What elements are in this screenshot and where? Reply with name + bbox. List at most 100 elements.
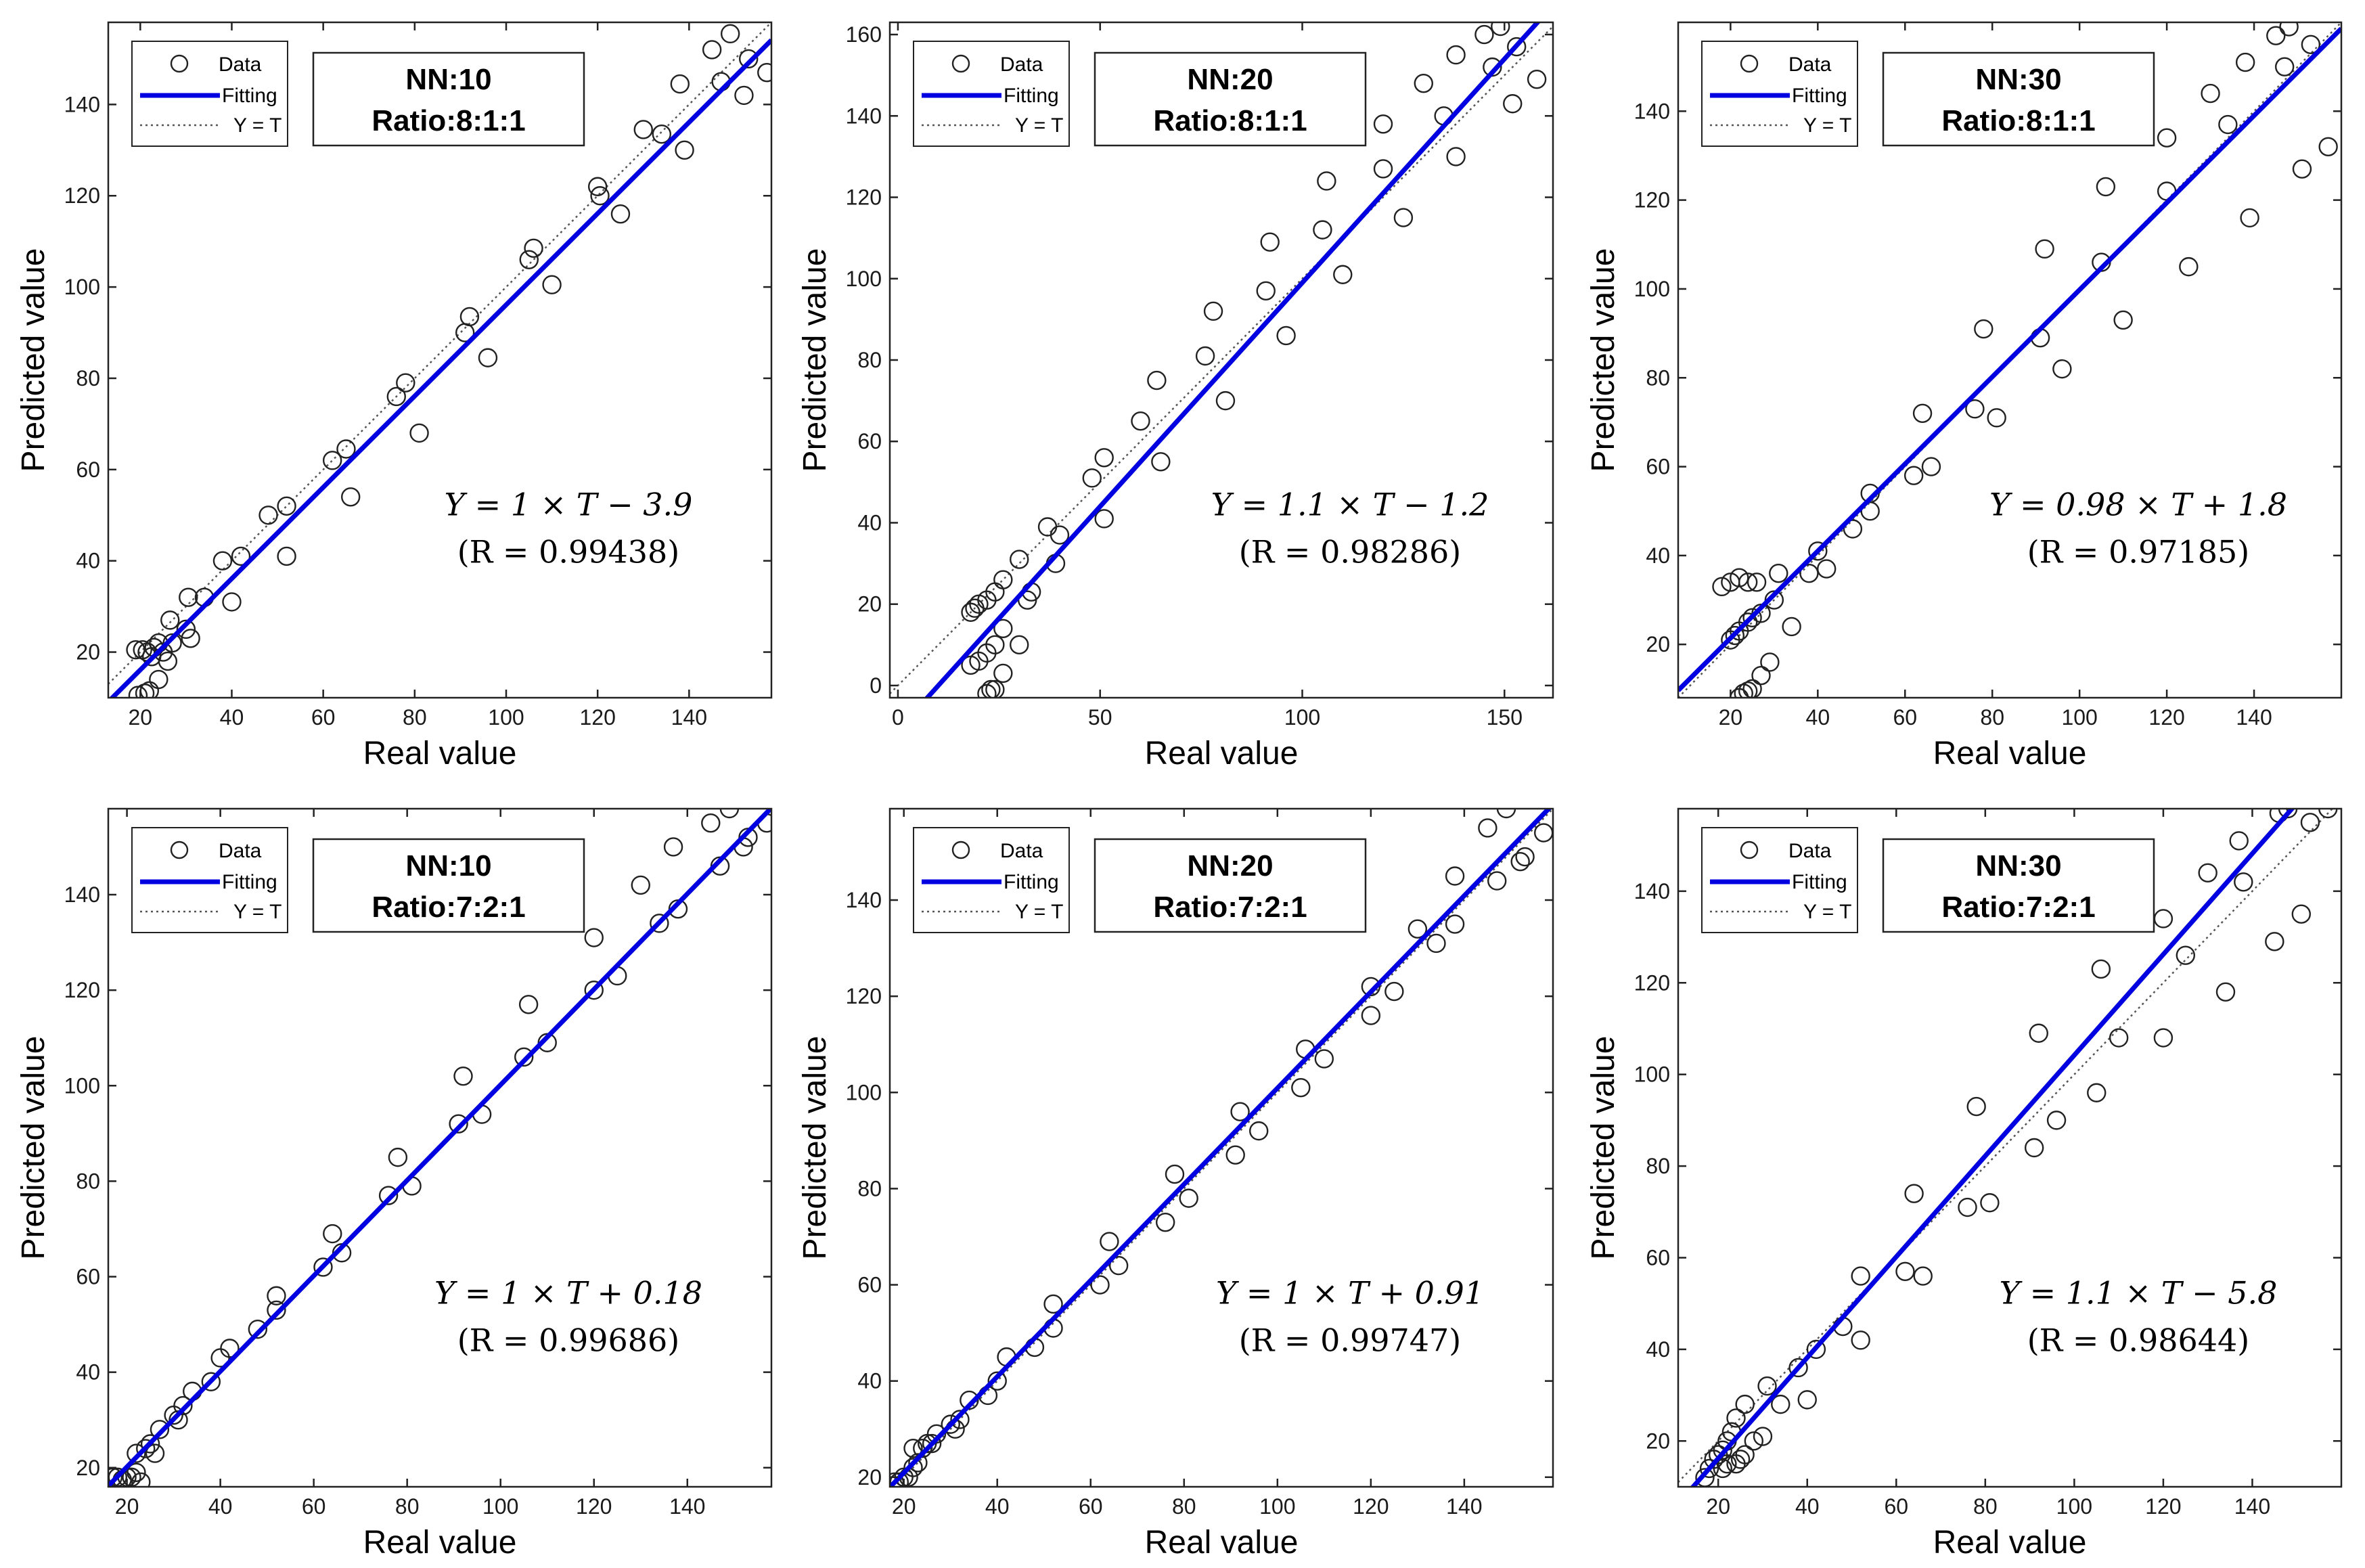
legend-data-label: Data: [1000, 840, 1043, 862]
identity-line: [893, 809, 1553, 1487]
data-point: [1445, 914, 1465, 934]
data-point: [2266, 26, 2286, 45]
data-point: [2301, 35, 2321, 55]
fitting-line: [1678, 26, 2341, 692]
data-point: [1782, 617, 1801, 637]
y-tick-label: 60: [857, 1273, 882, 1297]
data-point: [2300, 813, 2320, 832]
data-point: [1717, 1454, 1737, 1474]
data-point: [1094, 448, 1114, 468]
y-tick-label: 120: [1634, 188, 1670, 212]
data-point: [1445, 866, 1465, 886]
data-point: [2179, 256, 2199, 277]
data-point: [173, 1395, 193, 1416]
data-point: [926, 1424, 947, 1444]
x-axis-label: Real value: [1933, 736, 2087, 771]
data-point: [396, 373, 415, 393]
legend-data-marker: [951, 54, 970, 73]
data-point: [1817, 559, 1837, 579]
data-point: [1393, 208, 1414, 227]
data-point: [1747, 573, 1767, 592]
data-point: [459, 307, 480, 327]
data-point: [386, 386, 406, 407]
data-point: [1738, 573, 1758, 592]
y-tick-label: 80: [857, 1176, 882, 1201]
data-point: [1507, 37, 1527, 57]
plot-content: [1678, 809, 2338, 1487]
data-point: [322, 451, 342, 470]
x-tick-label: 50: [1088, 705, 1112, 730]
data-point: [1147, 370, 1167, 390]
y-tick-label: 80: [1646, 365, 1670, 390]
data-point: [720, 24, 740, 44]
fitting-line: [1690, 809, 2295, 1487]
y-tick-label: 100: [1634, 277, 1670, 301]
data-point: [2087, 1083, 2107, 1102]
data-point: [2274, 57, 2295, 76]
y-axis-label: Predicted value: [1585, 1036, 1621, 1260]
identity-line: [1678, 22, 2341, 698]
data-point: [1730, 568, 1749, 587]
data-point: [1760, 652, 1780, 672]
legend-data-label: Data: [219, 53, 262, 76]
data-point: [2215, 982, 2236, 1002]
data-point: [2234, 872, 2253, 892]
data-point: [518, 995, 539, 1014]
y-axis-label: Predicted value: [16, 248, 51, 472]
data-point: [150, 1420, 170, 1439]
data-point: [1799, 563, 1819, 583]
data-point: [1958, 1197, 1977, 1217]
info-box: [1094, 51, 1367, 147]
data-point: [524, 238, 543, 258]
data-point: [1895, 1261, 1915, 1281]
plot-content: [108, 809, 771, 1487]
x-tick-label: 20: [129, 705, 153, 730]
y-tick-label: 120: [64, 183, 100, 208]
data-point: [941, 1414, 960, 1434]
y-tick-label: 0: [870, 673, 882, 698]
data-point: [993, 619, 1013, 638]
y-tick-label: 140: [846, 888, 882, 912]
data-point: [1317, 171, 1336, 191]
data-point: [149, 669, 168, 690]
data-point: [1771, 1394, 1790, 1414]
data-point: [162, 633, 182, 653]
data-point: [478, 348, 498, 367]
y-tick-label: 80: [76, 366, 100, 390]
x-axis-label: Real value: [363, 736, 517, 771]
data-point: [1407, 919, 1428, 939]
data-point: [987, 1371, 1007, 1391]
data-point: [985, 635, 1005, 655]
data-point: [1699, 1458, 1719, 1479]
data-point: [1735, 1445, 1755, 1464]
data-point: [1725, 625, 1745, 646]
x-tick-label: 100: [1284, 705, 1320, 730]
x-tick-label: 20: [1706, 1494, 1730, 1519]
y-tick-label: 100: [64, 1073, 100, 1098]
data-point: [1966, 1096, 1986, 1117]
y-tick-label: 100: [1634, 1062, 1670, 1087]
data-point: [378, 1186, 399, 1205]
data-point: [2157, 128, 2177, 148]
fitting-line: [924, 22, 1541, 698]
data-point: [248, 1319, 268, 1339]
y-tick-label: 40: [1646, 1337, 1670, 1362]
data-point: [2235, 52, 2255, 72]
data-point: [1965, 399, 1985, 419]
x-tick-label: 20: [115, 1494, 139, 1519]
data-point: [1361, 977, 1381, 997]
data-point: [2279, 22, 2299, 37]
info-ratio: Ratio:7:2:1: [371, 891, 525, 924]
y-tick-label: 20: [1646, 632, 1670, 656]
data-point: [127, 1462, 146, 1483]
data-point: [2024, 1138, 2044, 1158]
y-tick-label: 40: [76, 549, 100, 573]
data-point: [1738, 612, 1758, 632]
data-point: [1851, 1266, 1870, 1286]
fit-r-value: (R = 0.97185): [2027, 534, 2250, 570]
y-tick-label: 40: [857, 510, 882, 535]
x-tick-label: 100: [2056, 1494, 2092, 1519]
data-point: [734, 85, 754, 106]
data-point: [1757, 1376, 1777, 1396]
data-point: [1503, 94, 1523, 114]
